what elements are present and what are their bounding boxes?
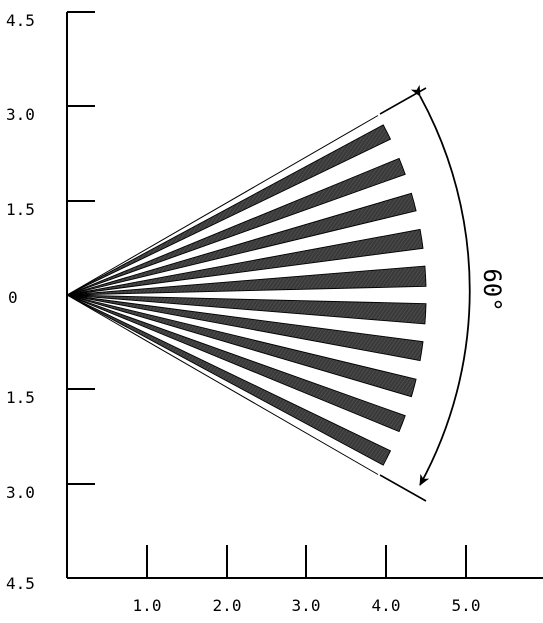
x-tick-label: 3.0 bbox=[292, 596, 321, 615]
detection-beam bbox=[66, 294, 392, 466]
x-axis-labels: 1.0 2.0 3.0 4.0 5.0 bbox=[133, 596, 481, 615]
x-tick-label: 2.0 bbox=[213, 596, 242, 615]
x-axis-ticks bbox=[146, 545, 467, 578]
y-tick-label: 4.5 bbox=[6, 574, 35, 593]
angle-label: 60° bbox=[478, 268, 506, 311]
y-tick-label: 3.0 bbox=[6, 483, 35, 502]
y-tick-label: 1.5 bbox=[6, 388, 35, 407]
y-tick-label: 0 bbox=[8, 288, 18, 307]
angle-dimension: 60° bbox=[379, 84, 506, 502]
y-tick-label: 1.5 bbox=[6, 200, 35, 219]
dimension-extension-line bbox=[379, 474, 427, 502]
x-tick-label: 1.0 bbox=[133, 596, 162, 615]
y-tick-label: 3.0 bbox=[6, 105, 35, 124]
y-axis-ticks bbox=[67, 11, 95, 485]
y-axis-labels: 4.5 3.0 1.5 0 1.5 3.0 4.5 bbox=[6, 11, 35, 593]
detection-beam bbox=[66, 157, 406, 296]
detection-fan bbox=[66, 115, 427, 475]
dimension-extension-line bbox=[379, 87, 427, 115]
dimension-arc bbox=[410, 84, 471, 486]
x-tick-label: 5.0 bbox=[452, 596, 481, 615]
detection-beam bbox=[66, 294, 406, 433]
detection-beam bbox=[66, 124, 392, 296]
fan-boundary-ray bbox=[66, 115, 379, 296]
x-tick-label: 4.0 bbox=[372, 596, 401, 615]
fan-boundary-ray bbox=[66, 294, 379, 475]
y-tick-label: 4.5 bbox=[6, 11, 35, 30]
